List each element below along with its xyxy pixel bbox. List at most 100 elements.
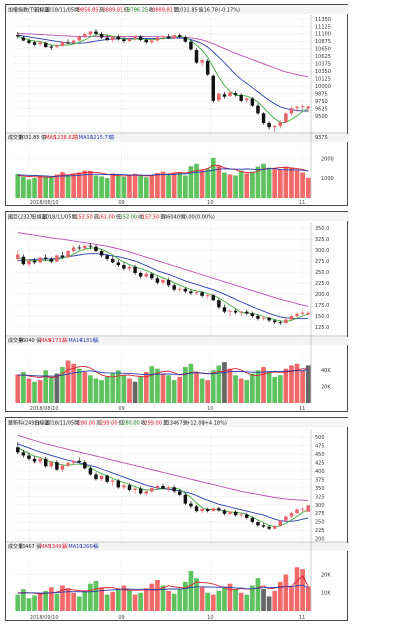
volume-total: 1031.85 億 xyxy=(19,134,46,141)
volume-bar xyxy=(82,170,88,198)
volume-bar xyxy=(138,376,144,403)
x-tick-label: 2018/09/10 xyxy=(30,615,59,621)
vol-ma5-value: 13491 xyxy=(49,544,65,550)
stock-name: 加權指數(TSE) xyxy=(8,7,41,14)
x-tick-label: 11 xyxy=(299,200,305,206)
x-tick-label: 11 xyxy=(299,406,305,412)
candle-body xyxy=(105,475,109,482)
candle-body xyxy=(205,60,210,75)
candle-body xyxy=(250,517,255,522)
volume-bar xyxy=(227,368,233,403)
candle-body xyxy=(233,511,238,516)
volume-bar xyxy=(182,175,188,198)
candle-body xyxy=(295,106,299,109)
candle-body xyxy=(94,474,98,480)
price-tick-label: 9375 xyxy=(315,135,328,141)
volume-bar xyxy=(166,173,171,198)
close-value: 9889.81 xyxy=(152,8,173,14)
volume-bar xyxy=(277,375,283,403)
price-tick-label: 10650 xyxy=(315,47,331,53)
candle-body xyxy=(284,516,288,521)
candle-body xyxy=(49,462,54,467)
volume-bar xyxy=(177,376,183,403)
volume-bar xyxy=(171,172,177,198)
candle-body xyxy=(261,113,266,123)
candle-body xyxy=(77,247,81,249)
price-tick-label: 450 xyxy=(315,452,325,458)
volume-bar xyxy=(65,360,71,403)
ma10-line xyxy=(17,34,309,112)
change-value: 0.00 xyxy=(184,215,195,221)
candle-body xyxy=(116,36,121,40)
candle-body xyxy=(83,462,87,469)
volume-bar xyxy=(138,175,144,198)
volume-bar xyxy=(127,176,132,198)
candle-body xyxy=(267,122,271,128)
volume-bar xyxy=(194,371,199,403)
volume-bar xyxy=(132,173,138,198)
price-header-bar xyxy=(6,418,349,427)
price-tick-label: 11125 xyxy=(315,24,331,30)
volume-bar xyxy=(227,174,233,198)
volume-bar xyxy=(104,178,110,198)
candle-body xyxy=(43,42,48,48)
candle-body xyxy=(60,42,65,46)
x-tick-label: 09 xyxy=(118,406,124,412)
volume-bar xyxy=(283,574,289,611)
price-tick-label: 325 xyxy=(315,494,325,500)
candle-body xyxy=(217,508,221,511)
volume-bar xyxy=(138,592,144,611)
volume-bar xyxy=(132,594,138,611)
volume-bar xyxy=(60,172,65,198)
candle-body xyxy=(211,508,215,512)
volume-bar xyxy=(99,587,104,611)
candle-body xyxy=(306,312,310,315)
candle-body xyxy=(261,317,266,319)
volume-bar xyxy=(171,380,177,403)
volume-bar xyxy=(54,593,60,611)
vol-ma5-unit: 張 xyxy=(63,338,68,344)
volume-bar xyxy=(199,587,205,611)
price-tick-label: 400 xyxy=(315,469,325,475)
candle-body xyxy=(245,311,249,314)
candle-body xyxy=(49,46,54,48)
vol-ma10-unit: 張 xyxy=(94,544,99,550)
candle-body xyxy=(77,460,81,463)
candle-body xyxy=(233,93,238,95)
volume-bar xyxy=(166,375,171,403)
chart-panel-yageo: 350.0 325.0 300.0 275.0 250.0 225.0 200.0 175.0… xyxy=(5,211,349,412)
price-tick-label: 9875 xyxy=(315,91,328,97)
volume-bar xyxy=(21,589,26,611)
candle-body xyxy=(306,505,310,512)
candle-body xyxy=(272,320,277,323)
candle-body xyxy=(60,255,65,258)
close-label: 收 xyxy=(141,420,146,427)
volume-bar xyxy=(110,173,116,198)
volume-bar xyxy=(250,373,255,403)
volume-header-bar xyxy=(6,134,349,142)
candle-body xyxy=(16,447,20,453)
open-label: 開 xyxy=(74,421,79,427)
date-label: 2018/11/05 xyxy=(45,421,74,427)
candle-body xyxy=(71,460,76,463)
candle-body xyxy=(172,35,176,39)
ma10-line xyxy=(17,253,309,320)
volume-bar xyxy=(37,592,43,611)
candle-body xyxy=(16,35,20,37)
volume-bar xyxy=(104,594,110,611)
volume-bar xyxy=(155,172,160,198)
candle-body xyxy=(178,288,182,290)
x-tick-label: 09 xyxy=(118,615,124,621)
volume-bar xyxy=(289,365,294,403)
candle-body xyxy=(166,36,171,39)
volume-bar xyxy=(294,170,300,198)
price-tick-label: 275.0 xyxy=(315,259,329,265)
candle-body xyxy=(245,514,249,518)
volume-title: 成交量 xyxy=(8,134,23,141)
volume-bar xyxy=(32,178,37,198)
candle-body xyxy=(111,36,115,40)
candle-body xyxy=(183,288,188,292)
volume-bar xyxy=(43,176,49,198)
volume-bar xyxy=(222,587,227,611)
candle-body xyxy=(278,520,283,527)
